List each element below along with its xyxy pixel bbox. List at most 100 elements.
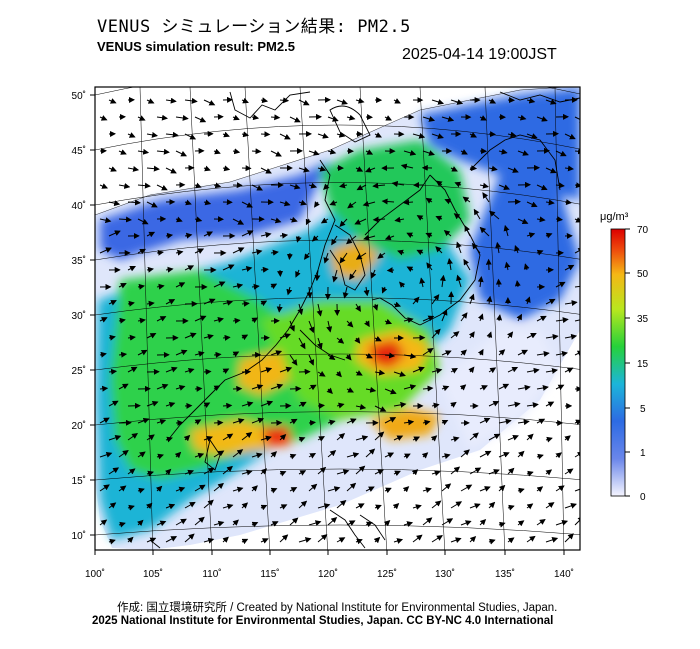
wind-arrow xyxy=(308,182,318,189)
wind-arrow xyxy=(251,417,265,424)
wind-arrow xyxy=(479,486,491,492)
wind-arrow xyxy=(450,166,458,172)
wind-arrow xyxy=(165,232,174,239)
wind-arrow xyxy=(241,266,253,272)
wind-arrow xyxy=(574,488,580,492)
wind-arrow xyxy=(99,417,110,424)
wind-arrow xyxy=(365,149,374,155)
wind-arrow xyxy=(304,252,310,260)
wind-arrow xyxy=(488,433,501,441)
wind-arrow xyxy=(545,367,558,374)
wind-arrow xyxy=(453,213,462,220)
wind-arrow xyxy=(213,351,222,358)
wind-arrow xyxy=(422,116,436,122)
wind-arrow xyxy=(175,486,186,493)
wind-arrow xyxy=(377,252,386,259)
wind-arrow xyxy=(213,182,222,189)
wind-arrow xyxy=(260,97,269,104)
wind-arrow xyxy=(184,97,198,104)
wind-arrow xyxy=(184,332,197,339)
wind-arrow xyxy=(260,435,272,442)
wind-arrow xyxy=(431,500,442,509)
wind-arrow xyxy=(517,520,525,527)
wind-arrow xyxy=(355,403,367,410)
wind-arrow xyxy=(584,302,595,304)
wind-arrow xyxy=(165,401,176,408)
wind-arrow xyxy=(386,267,395,274)
wind-arrow xyxy=(430,435,438,442)
wind-arrow xyxy=(183,434,191,442)
wind-arrow xyxy=(564,533,574,543)
wind-arrow xyxy=(460,312,468,322)
wind-arrow xyxy=(392,503,400,510)
wind-arrow xyxy=(545,537,559,543)
wind-arrow xyxy=(412,436,421,442)
wind-arrow xyxy=(498,418,512,425)
wind-arrow xyxy=(346,387,354,393)
wind-arrow xyxy=(146,333,157,339)
wind-arrow xyxy=(184,265,195,271)
wind-arrow xyxy=(306,286,313,299)
wind-arrow xyxy=(194,516,205,526)
wind-arrow xyxy=(194,248,205,254)
wind-arrow xyxy=(346,114,356,121)
wind-arrow xyxy=(584,269,596,270)
wind-arrow xyxy=(316,337,323,350)
wind-arrow xyxy=(507,434,519,441)
wind-arrow xyxy=(118,383,129,390)
wind-arrow xyxy=(514,280,521,288)
wind-arrow xyxy=(146,434,155,441)
wind-arrow xyxy=(463,258,471,271)
wind-arrow xyxy=(222,536,229,543)
wind-arrow xyxy=(327,116,339,122)
wind-arrow xyxy=(146,201,158,208)
wind-arrow xyxy=(331,235,338,246)
wind-arrow xyxy=(498,383,510,390)
wind-arrow xyxy=(251,184,263,191)
wind-arrow xyxy=(507,504,515,511)
wind-arrow xyxy=(374,132,382,138)
wind-arrow xyxy=(99,484,110,492)
wind-arrow xyxy=(260,167,272,174)
lat-label: 35˚ xyxy=(72,255,86,267)
wind-arrow xyxy=(486,295,493,305)
wind-arrow xyxy=(184,533,195,543)
wind-arrow xyxy=(175,349,188,356)
wind-arrow xyxy=(412,534,423,543)
wind-arrow xyxy=(526,402,539,409)
wind-arrow xyxy=(174,451,182,459)
wind-arrow xyxy=(118,183,131,189)
wind-arrow xyxy=(372,182,386,189)
wind-arrow xyxy=(165,299,176,305)
wind-arrow xyxy=(545,199,555,206)
wind-arrow xyxy=(517,349,528,356)
wind-arrow xyxy=(555,317,569,324)
wind-arrow xyxy=(260,504,268,511)
wind-arrow xyxy=(421,452,429,459)
wind-arrow xyxy=(526,201,538,208)
wind-arrow xyxy=(108,200,121,207)
wind-arrow xyxy=(507,537,515,544)
wind-arrow xyxy=(127,468,136,475)
wind-arrow xyxy=(270,451,278,458)
colorbar-tick: 70 xyxy=(637,225,649,236)
wind-arrow xyxy=(279,97,290,104)
wind-arrow xyxy=(584,134,592,135)
wind-arrow xyxy=(336,433,346,441)
wind-arrow xyxy=(459,384,467,391)
wind-arrow xyxy=(536,453,544,460)
wind-arrow xyxy=(317,370,326,377)
wind-arrow xyxy=(336,337,345,344)
wind-arrow xyxy=(469,132,477,138)
wind-arrow xyxy=(232,114,240,121)
wind-arrow xyxy=(99,519,108,526)
wind-arrow xyxy=(372,303,379,311)
wind-arrow xyxy=(555,485,565,492)
wind-arrow xyxy=(203,467,215,475)
wind-arrow xyxy=(447,258,453,271)
wind-arrow xyxy=(584,403,590,406)
wind-arrow xyxy=(479,182,489,189)
wind-arrow xyxy=(486,331,493,339)
wind-arrow xyxy=(488,538,496,545)
wind-arrow xyxy=(526,367,540,374)
